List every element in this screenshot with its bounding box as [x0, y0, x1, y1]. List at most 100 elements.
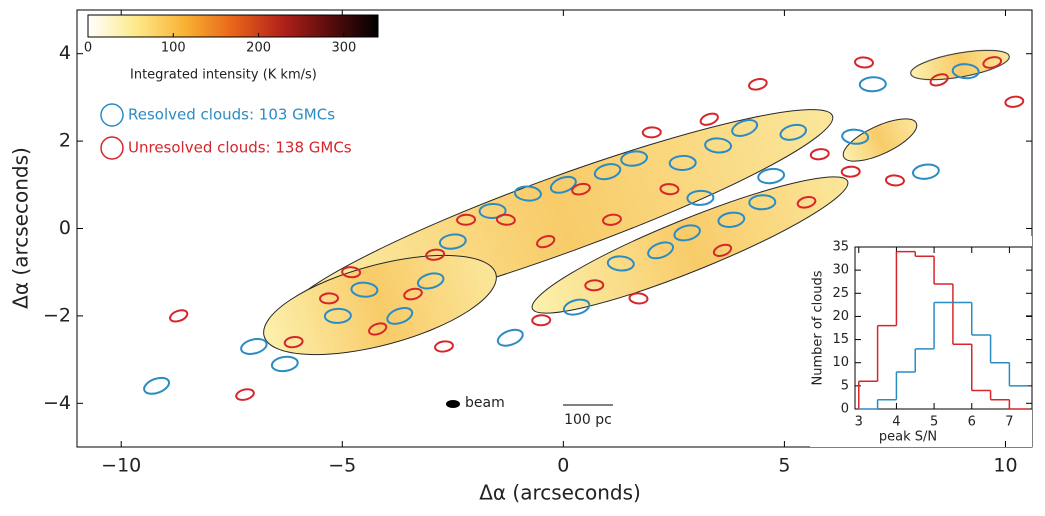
inset-frame: [854, 246, 1033, 410]
cloud: [341, 266, 362, 279]
x-tick-label: 10: [993, 455, 1017, 477]
cloud: [731, 119, 759, 137]
colorbar-tick-label: 300: [331, 41, 356, 56]
cloud: [620, 150, 648, 167]
cloud: [270, 355, 299, 373]
x-tick-label: 5: [778, 455, 790, 477]
beam-ellipse: [446, 400, 460, 408]
cloud: [884, 174, 905, 187]
x-tick-label: −5: [328, 455, 356, 477]
cloud: [840, 165, 861, 178]
cloud: [593, 163, 622, 181]
y-tick-label: 10: [832, 355, 849, 370]
x-tick-label: 6: [968, 415, 976, 430]
y-tick-label: 4: [59, 42, 71, 64]
cloud: [350, 281, 379, 298]
x-tick-label: 4: [892, 415, 900, 430]
colorbar-tick-label: 100: [161, 41, 186, 56]
cloud: [240, 338, 268, 355]
cloud: [368, 322, 388, 336]
cloud: [283, 336, 304, 349]
cloud: [456, 213, 477, 226]
cloud: [641, 126, 662, 139]
cloud: [425, 248, 446, 261]
cloud: [779, 123, 807, 141]
x-tick-label: 7: [1005, 415, 1013, 430]
cloud: [403, 287, 423, 301]
cloud: [571, 182, 591, 196]
y-tick-label: 15: [832, 332, 849, 347]
cloud: [562, 298, 591, 316]
x-tick-label: 3: [855, 415, 863, 430]
legend-swatch: [100, 136, 124, 160]
cloud: [699, 112, 719, 126]
cloud: [647, 241, 675, 260]
scale-label: 100 pc: [564, 412, 612, 428]
y-tick-label: −4: [43, 392, 71, 414]
cloud: [757, 167, 786, 185]
cloud: [841, 128, 870, 145]
legend-swatch: [100, 103, 124, 127]
x-tick-label: 0: [557, 455, 569, 477]
x-tick-label: −10: [101, 455, 141, 477]
cloud: [929, 73, 949, 87]
cloud: [717, 211, 746, 228]
y-tick-label: 0: [59, 217, 71, 239]
inset-y-label: Number of clouds: [811, 270, 826, 385]
cloud: [584, 279, 605, 292]
colorbar-tick-label: 200: [246, 41, 271, 56]
colorbar-label: Integrated intensity (K km/s): [130, 68, 317, 83]
y-tick-label: 25: [832, 286, 849, 301]
cloud: [169, 309, 189, 323]
cloud: [143, 376, 171, 395]
cloud: [416, 272, 445, 290]
cloud: [434, 340, 454, 353]
x-tick-label: 5: [930, 415, 938, 430]
cloud: [748, 194, 777, 211]
cloud: [673, 224, 701, 242]
inset-x-label: peak S/N: [879, 430, 937, 445]
legend-label: Resolved clouds: 103 GMCs: [128, 106, 335, 124]
cloud: [748, 77, 768, 91]
y-tick-label: 5: [841, 378, 849, 393]
cloud: [668, 154, 697, 171]
cloud: [712, 243, 733, 257]
legend-label: Unresolved clouds: 138 GMCs: [128, 139, 352, 157]
cloud: [602, 213, 622, 226]
cloud: [911, 163, 940, 180]
cloud: [606, 255, 635, 272]
y-tick-label: 2: [59, 130, 71, 152]
beam-label: beam: [465, 395, 505, 411]
y-tick-label: 0: [841, 402, 849, 417]
cloud: [659, 183, 680, 196]
cloud: [809, 148, 830, 161]
cloud: [1004, 95, 1025, 108]
colorbar-tick-label: 0: [84, 41, 92, 56]
cloud: [951, 63, 980, 80]
cloud: [235, 388, 255, 401]
cloud: [686, 189, 715, 206]
cloud: [478, 203, 507, 220]
cloud: [549, 175, 577, 194]
cloud: [496, 328, 524, 347]
cloud: [386, 306, 414, 325]
cloud: [495, 213, 516, 226]
cloud: [319, 292, 340, 305]
inset-background: [810, 236, 1032, 447]
cloud: [438, 233, 467, 250]
cloud: [628, 292, 649, 305]
y-tick-label: −2: [43, 304, 71, 326]
y-axis-label: Δα (arcseconds): [9, 147, 33, 309]
cloud: [536, 234, 556, 249]
cloud: [323, 307, 352, 324]
y-tick-label: 35: [832, 240, 849, 255]
cloud: [982, 56, 1003, 69]
x-axis-label: Δα (arcseconds): [479, 481, 641, 505]
y-tick-label: 30: [832, 263, 849, 278]
colorbar: [87, 14, 379, 38]
y-tick-label: 20: [832, 309, 849, 324]
cloud: [531, 314, 552, 327]
cloud: [513, 185, 542, 202]
cloud: [796, 195, 817, 209]
